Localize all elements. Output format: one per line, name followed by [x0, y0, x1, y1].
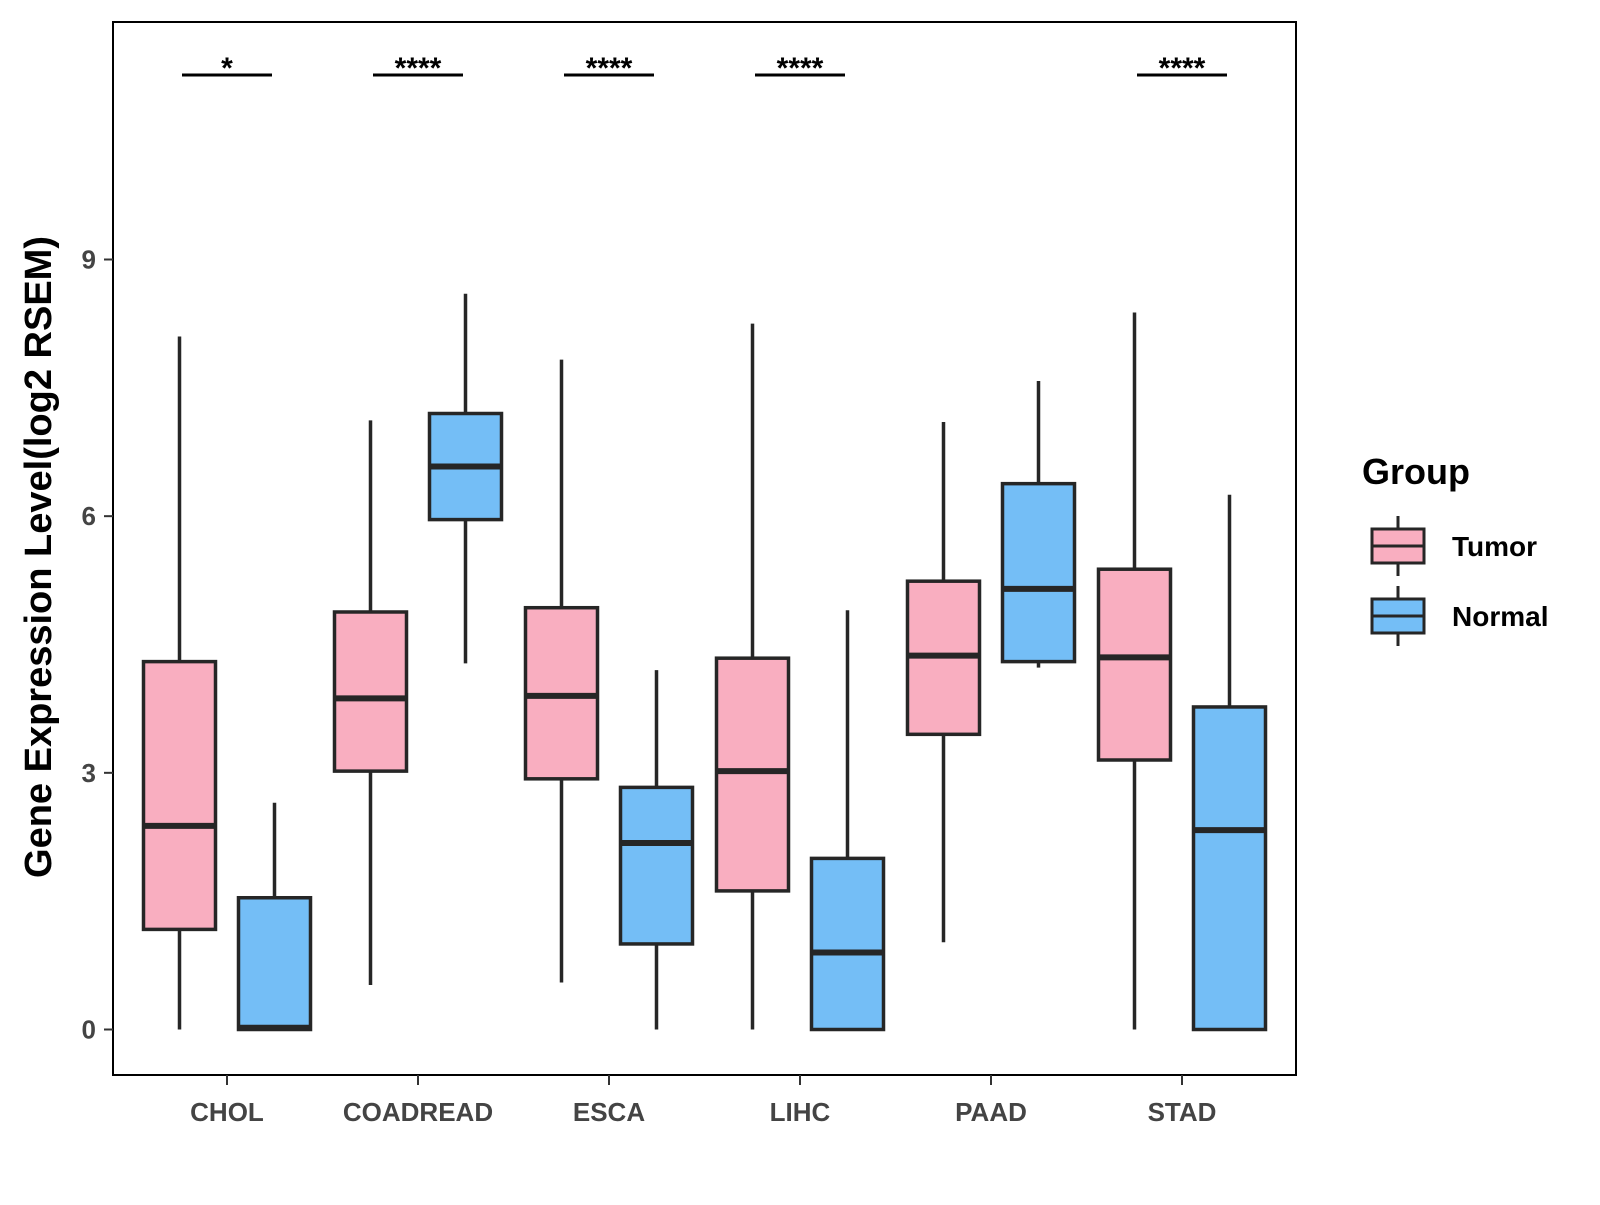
box-stad-normal — [1191, 494, 1268, 1032]
x-tick-label: PAAD — [955, 1097, 1027, 1127]
legend-title: Group — [1362, 451, 1470, 492]
box-body — [332, 610, 409, 773]
box-body — [141, 659, 218, 932]
significance-label: **** — [1159, 52, 1206, 85]
significance-label: **** — [586, 52, 633, 85]
box-body — [809, 856, 886, 1032]
x-tick-label: CHOL — [190, 1097, 264, 1127]
box-chol-tumor — [141, 336, 218, 1030]
box-coadread-tumor — [332, 420, 409, 986]
x-tick-label: STAD — [1148, 1097, 1217, 1127]
x-tick-label: ESCA — [573, 1097, 645, 1127]
box-lihc-tumor — [714, 323, 791, 1030]
box-lihc-normal — [809, 610, 886, 1032]
box-body — [618, 785, 695, 946]
axes-layer: 0 3 6 9 CHOL COADREAD ESCA LIHC PAAD STAD — [82, 245, 1217, 1128]
box-chol-normal — [236, 802, 313, 1032]
box-esca-tumor — [523, 359, 600, 983]
y-tick-label: 6 — [82, 501, 96, 531]
significance-label: * — [221, 52, 233, 85]
box-body — [236, 895, 313, 1032]
legend-label: Tumor — [1452, 531, 1537, 562]
y-tick-label: 9 — [82, 245, 96, 275]
box-layer — [141, 293, 1268, 1032]
significance-layer: * **** **** **** **** — [182, 52, 1227, 85]
legend-key-normal — [1370, 586, 1426, 646]
box-body — [1000, 481, 1077, 664]
legend: Group Tumor Normal — [1362, 451, 1548, 646]
box-paad-normal — [1000, 380, 1077, 668]
box-body — [1191, 705, 1268, 1032]
x-tick-label: COADREAD — [343, 1097, 493, 1127]
box-coadread-normal — [427, 293, 504, 664]
box-body — [714, 656, 791, 893]
box-body — [1096, 567, 1173, 762]
significance-label: **** — [777, 52, 824, 85]
y-tick-label: 3 — [82, 758, 96, 788]
box-stad-tumor — [1096, 312, 1173, 1030]
y-tick-label: 0 — [82, 1015, 96, 1045]
box-paad-tumor — [905, 422, 982, 943]
legend-key-tumor — [1370, 516, 1426, 576]
legend-label: Normal — [1452, 601, 1548, 632]
significance-label: **** — [395, 52, 442, 85]
y-axis-title: Gene Expression Level(log2 RSEM) — [18, 236, 60, 878]
x-tick-label: LIHC — [770, 1097, 831, 1127]
box-esca-normal — [618, 670, 695, 1030]
